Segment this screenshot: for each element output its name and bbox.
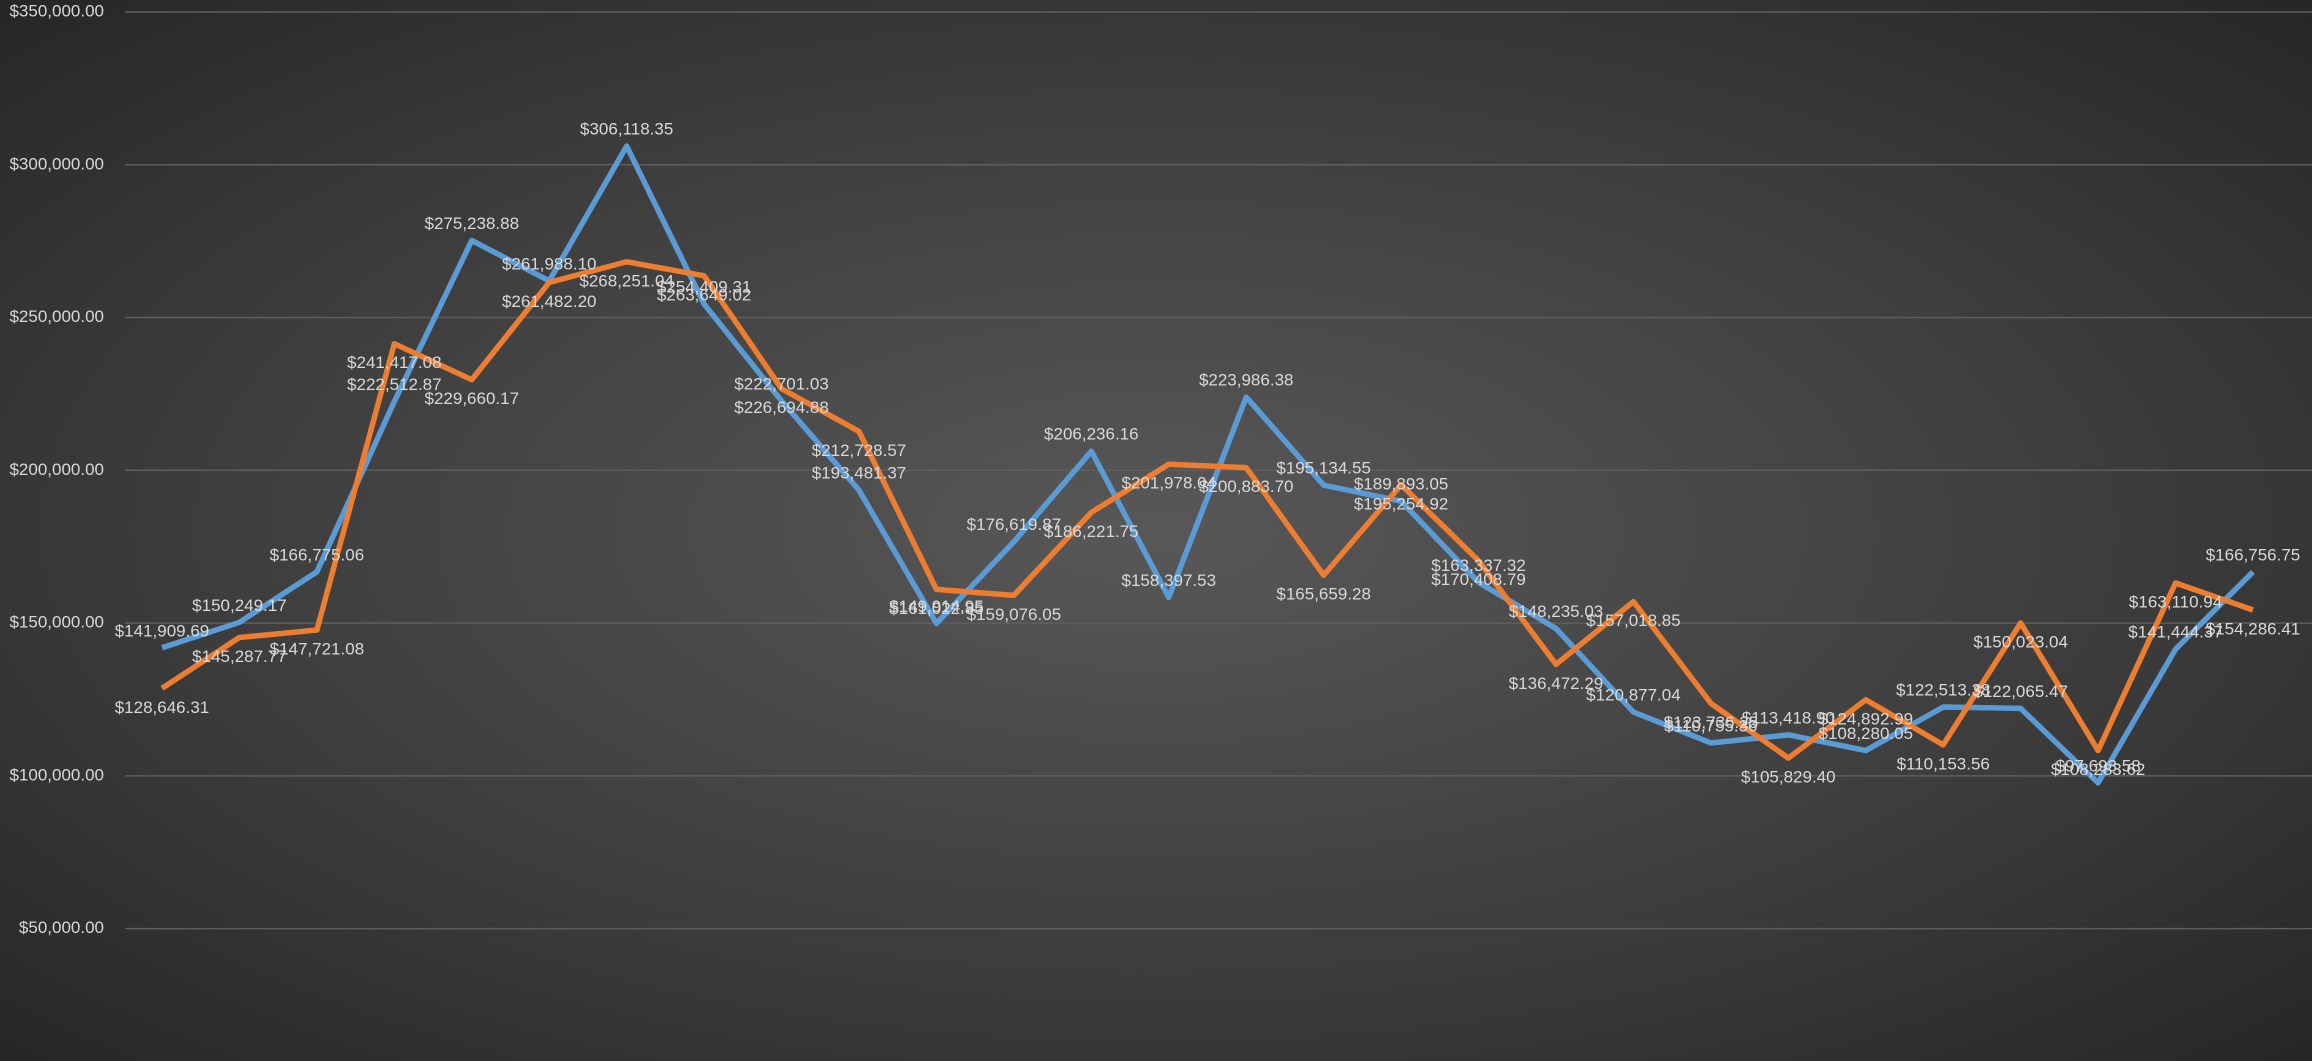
data-label: $108,280.05	[1819, 724, 1914, 743]
data-label: $149,914.95	[889, 597, 984, 616]
data-label: $223,986.38	[1199, 371, 1294, 390]
series-line	[161, 143, 2255, 786]
data-label: $206,236.16	[1044, 425, 1139, 444]
data-label: $148,235.03	[1509, 602, 1604, 621]
data-label: $166,775.06	[270, 545, 365, 564]
data-label: $200,883.70	[1199, 477, 1294, 496]
data-label: $122,513.38	[1896, 681, 1991, 700]
data-label: $145,287.77	[192, 647, 287, 666]
data-label: $141,909.69	[115, 621, 210, 640]
y-tick-label: $250,000.00	[9, 307, 104, 326]
data-label: $105,829.40	[1741, 768, 1836, 787]
data-label: $163,337.32	[1431, 556, 1526, 575]
data-label: $261,482.20	[502, 292, 597, 311]
series-line	[160, 259, 2254, 761]
data-label: $222,512.87	[347, 375, 442, 394]
data-label: $163,110.94	[2129, 593, 2222, 612]
data-label: $150,249.17	[192, 596, 287, 615]
data-label: $201,978.04	[1122, 474, 1217, 493]
data-label: $229,660.17	[425, 389, 520, 408]
data-label: $170,408.79	[1431, 570, 1526, 589]
data-label: $166,756.75	[2206, 545, 2301, 564]
data-label: $189,893.05	[1354, 475, 1449, 494]
data-label: $176,619.87	[967, 515, 1062, 534]
data-label: $261,988.10	[502, 254, 597, 273]
data-label: $150,023.04	[1973, 632, 2068, 651]
y-tick-label: $50,000.00	[19, 918, 104, 937]
data-label: $222,701.03	[734, 374, 829, 393]
y-tick-label: $200,000.00	[9, 460, 104, 479]
data-label: $254,409.31	[657, 278, 752, 297]
data-label: $268,251.04	[579, 271, 674, 290]
data-label: $128,646.31	[115, 698, 210, 717]
data-label: $241,417.08	[347, 353, 442, 372]
data-label: $147,721.08	[270, 640, 365, 659]
data-label: $108,283.62	[2051, 760, 2146, 779]
data-label: $123,736.25	[1664, 713, 1759, 732]
data-label: $193,481.37	[812, 464, 907, 483]
data-label: $97,693.58	[2056, 756, 2141, 775]
data-label: $159,076.05	[967, 605, 1062, 624]
data-label: $226,694.88	[734, 398, 829, 417]
data-label: $306,118.35	[580, 120, 673, 139]
data-label: $263,649.02	[657, 285, 752, 304]
data-label: $165,659.28	[1276, 585, 1371, 604]
data-label: $186,221.75	[1044, 522, 1139, 541]
data-label: $157,018.85	[1586, 611, 1681, 630]
data-label: $195,134.55	[1276, 459, 1371, 478]
y-tick-label: $300,000.00	[9, 154, 104, 173]
data-label: $141,444.37	[2128, 623, 2223, 642]
data-label: $154,286.41	[2206, 619, 2301, 638]
data-label: $113,418.90	[1742, 708, 1835, 727]
data-label: $120,877.04	[1586, 686, 1681, 705]
data-label: $195,254.92	[1354, 494, 1449, 513]
data-label: $212,728.57	[812, 441, 907, 460]
data-label: $275,238.88	[425, 214, 520, 233]
data-label: $110,153.56	[1897, 754, 1990, 773]
data-label: $124,892.99	[1819, 709, 1914, 728]
data-label: $136,472.29	[1509, 674, 1604, 693]
y-tick-label: $100,000.00	[9, 765, 104, 784]
data-label: $122,065.47	[1973, 682, 2068, 701]
y-tick-label: $150,000.00	[9, 613, 104, 632]
data-label: $158,397.53	[1122, 571, 1217, 590]
y-tick-label: $350,000.00	[9, 1, 104, 20]
data-label: $161,022.85	[889, 599, 984, 618]
data-label: $110,755.36	[1664, 716, 1757, 735]
